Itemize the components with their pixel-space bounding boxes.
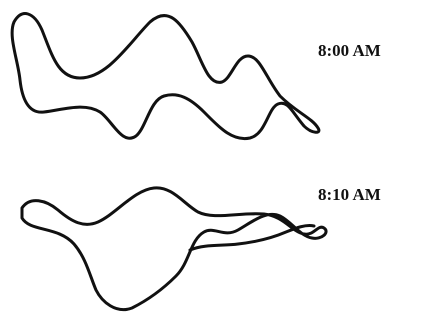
diagram: 8:00 AM 8:10 AM	[0, 0, 440, 313]
time-label: 8:00 AM	[318, 41, 381, 60]
time-label: 8:10 AM	[318, 185, 381, 204]
